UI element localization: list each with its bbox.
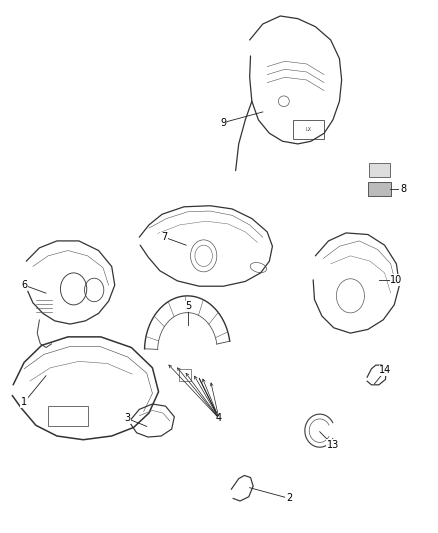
Text: 3: 3 [124,414,130,423]
Bar [179,369,191,381]
Text: 4: 4 [216,414,222,423]
Text: LX: LX [306,127,312,132]
Bar [368,182,391,196]
Bar [293,120,324,139]
Text: 10: 10 [390,275,403,285]
Bar [369,163,390,177]
Text: 9: 9 [220,118,226,127]
Text: 2: 2 [286,494,292,503]
Text: 8: 8 [400,184,406,194]
Text: 14: 14 [379,366,392,375]
Text: 4: 4 [216,414,222,423]
Text: 1: 1 [21,398,27,407]
Text: 6: 6 [21,280,27,290]
Text: 7: 7 [161,232,167,242]
Text: 5: 5 [185,302,191,311]
Text: 13: 13 [327,440,339,450]
Bar [48,406,88,426]
